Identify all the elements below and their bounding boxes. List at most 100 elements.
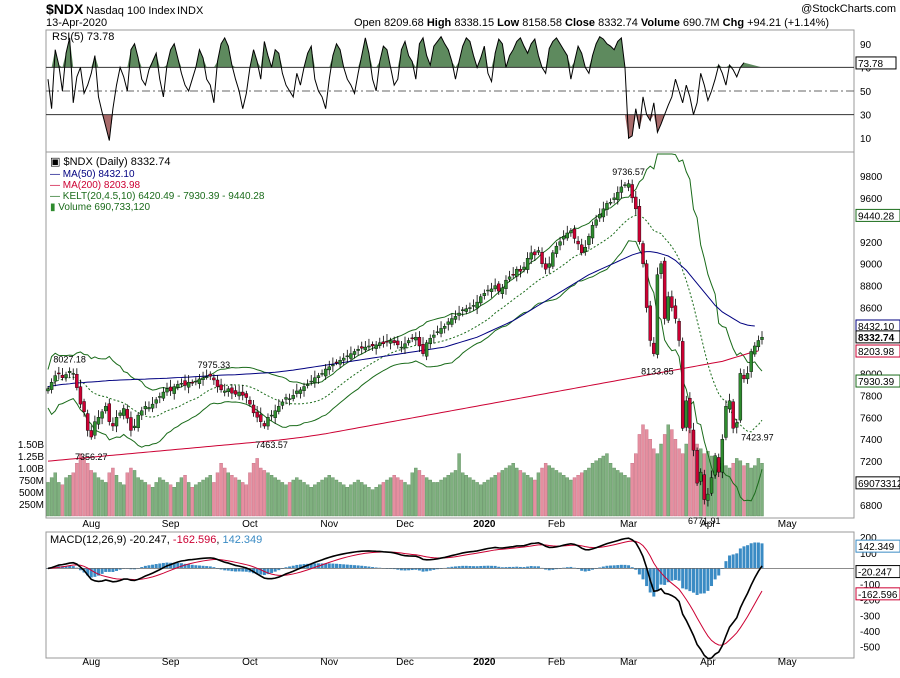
candle-body xyxy=(738,373,743,421)
macd-histogram-bar xyxy=(255,568,259,575)
candle-body xyxy=(302,386,306,391)
macd-histogram-bar xyxy=(450,566,454,569)
legend-kelt: — KELT(20,4.5,10) 6420.49 - 7930.39 - 94… xyxy=(50,191,265,202)
macd-histogram-bar xyxy=(320,563,324,569)
macd-histogram-bar xyxy=(508,566,512,569)
volume-bar xyxy=(125,472,130,517)
candle-body xyxy=(518,268,523,272)
candle-body xyxy=(237,391,241,397)
volume-bar xyxy=(165,482,169,517)
candle-body xyxy=(129,417,133,431)
macd-histogram-bar xyxy=(760,543,764,569)
candle-body xyxy=(385,340,389,343)
candle-body xyxy=(435,331,440,333)
macd-histogram-bar xyxy=(96,568,100,576)
price-annotation: 6771.91 xyxy=(688,516,721,526)
candle-body xyxy=(125,409,130,419)
macd-histogram-bar xyxy=(133,568,137,570)
candle-body xyxy=(572,228,577,239)
candle-body xyxy=(507,276,512,280)
volume-bar xyxy=(140,479,144,517)
volume-bar xyxy=(464,475,469,517)
candle-body xyxy=(396,340,400,346)
candle-body xyxy=(82,401,86,412)
macd-histogram-bar xyxy=(666,568,670,583)
volume-bar xyxy=(341,484,346,517)
candle-body xyxy=(143,406,148,410)
macd-histogram-bar xyxy=(673,568,677,580)
price-plot: 9800960092009000880086008000780076007400… xyxy=(18,153,900,526)
volume-bar xyxy=(442,477,447,517)
macd-histogram-bar xyxy=(580,568,584,571)
macd-histogram-bar xyxy=(349,564,353,569)
candle-body xyxy=(709,477,714,494)
volume-bar xyxy=(352,482,357,517)
candle-body xyxy=(370,344,375,347)
macd-histogram-bar xyxy=(230,568,234,572)
price-annotation: 7356.27 xyxy=(75,452,108,462)
macd-histogram-bar xyxy=(749,543,753,569)
volume-bar xyxy=(579,472,584,517)
macd-histogram-bar xyxy=(493,565,497,569)
macd-histogram-bar xyxy=(623,564,627,569)
candle-body xyxy=(352,351,357,355)
volume-bar xyxy=(323,477,328,517)
candle-body xyxy=(601,208,606,218)
candle-body xyxy=(197,378,202,384)
macd-histogram-bar xyxy=(313,563,317,569)
volume-bar xyxy=(569,479,573,517)
macd-histogram-bar xyxy=(504,567,508,569)
volume-bar xyxy=(244,484,249,517)
candle-body xyxy=(334,361,339,364)
candle-body xyxy=(140,410,144,416)
candle-body xyxy=(356,349,360,351)
macd-histogram-bar xyxy=(161,562,165,569)
volume-bar xyxy=(688,429,692,517)
macd-histogram-bar xyxy=(183,563,187,569)
price-tick-label: 9600 xyxy=(860,194,883,205)
price-tick-label: 6800 xyxy=(860,501,883,512)
macd-histogram-bar xyxy=(154,564,158,569)
macd-histogram-bar xyxy=(482,565,486,569)
index-name: Nasdaq 100 Index xyxy=(86,5,176,17)
volume-bar xyxy=(334,479,339,517)
price-value-tag xyxy=(855,344,900,358)
volume-bar xyxy=(468,477,472,517)
candle-body xyxy=(93,421,97,436)
volume-bar xyxy=(295,477,299,517)
volume-bar xyxy=(96,477,101,517)
rsi-overbought-fill xyxy=(48,36,762,68)
candle-body xyxy=(215,379,220,387)
volume-bar xyxy=(576,475,580,517)
candle-body xyxy=(713,455,717,476)
macd-histogram-bar xyxy=(605,565,609,569)
macd-histogram-bar xyxy=(551,568,555,570)
price-tick-label: 7600 xyxy=(860,413,883,424)
candle-body xyxy=(464,308,469,312)
macd-histogram-bar xyxy=(583,568,587,572)
x-axis-month-label: Mar xyxy=(620,657,638,668)
macd-histogram-bar xyxy=(140,567,144,569)
volume-bar xyxy=(738,460,743,517)
macd-histogram-bar xyxy=(702,568,706,594)
x-axis-month-label: Dec xyxy=(396,657,414,668)
volume-bar xyxy=(626,477,631,517)
legend-ma200: — MA(200) 8203.98 xyxy=(50,180,141,191)
candle-body xyxy=(363,346,368,351)
candle-body xyxy=(208,373,212,377)
x-axis-month-label: Mar xyxy=(620,519,638,530)
volume-bar xyxy=(598,458,602,517)
macd-value-tag-text: -20.247 xyxy=(858,568,892,579)
macd-histogram-bar xyxy=(115,568,119,571)
candle-body xyxy=(453,316,458,320)
rsi-tick-label: 90 xyxy=(860,40,872,51)
volume-bar xyxy=(204,477,209,517)
volume-bar xyxy=(533,479,537,517)
macd-histogram-bar xyxy=(479,565,483,569)
volume-bar xyxy=(623,475,627,517)
macd-histogram-bar xyxy=(565,567,569,569)
candle-body xyxy=(349,353,353,359)
macd-histogram-bar xyxy=(403,568,407,571)
candle-body xyxy=(241,391,245,396)
candle-body xyxy=(612,197,616,200)
